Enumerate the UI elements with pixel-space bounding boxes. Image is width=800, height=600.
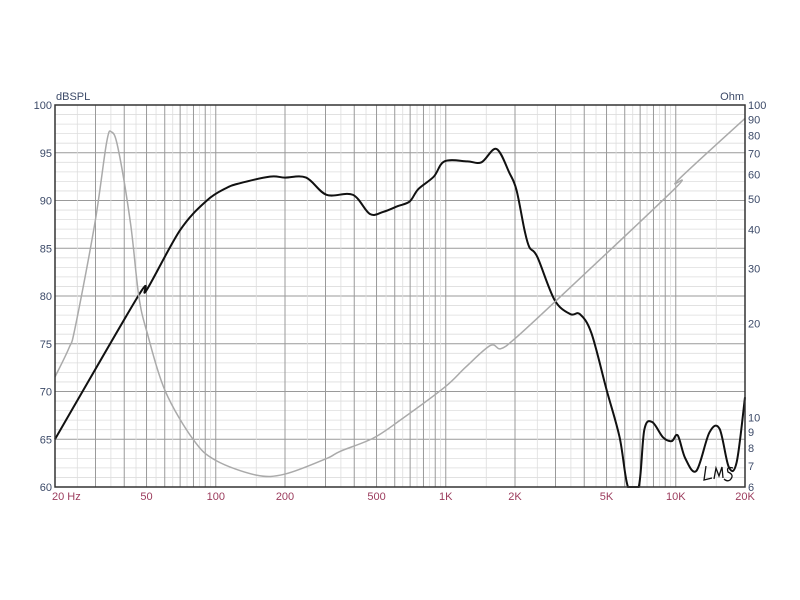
tick-labels: 100 95 90 85 80 75 70 65 60 100 90 80 70 60 50 40 30 20 10… <box>34 100 767 503</box>
y-left-tick-label: 85 <box>40 243 52 255</box>
y-right-tick-label: 8 <box>748 443 754 455</box>
y-left-tick-label: 65 <box>40 434 52 446</box>
x-tick-label: 1K <box>439 491 453 503</box>
y-right-tick-label: 70 <box>748 148 760 160</box>
y-left-tick-label: 70 <box>40 387 52 399</box>
y-right-tick-label: 80 <box>748 130 760 142</box>
y-right-tick-label: 20 <box>748 319 760 331</box>
y-right-tick-label: 40 <box>748 224 760 236</box>
x-tick-label: 500 <box>367 491 385 503</box>
grid <box>54 104 746 488</box>
series-layer <box>54 117 746 489</box>
y-right-tick-label: 60 <box>748 169 760 181</box>
x-tick-label: 2K <box>508 491 522 503</box>
x-tick-label: 5K <box>600 491 614 503</box>
y-right-tick-label: 30 <box>748 263 760 275</box>
x-tick-label: 100 <box>207 491 225 503</box>
x-tick-label: 200 <box>276 491 294 503</box>
y-right-tick-label: 100 <box>748 100 766 112</box>
y-right-axis-label: Ohm <box>720 91 744 103</box>
spl-curve <box>54 147 746 489</box>
y-right-tick-label: 10 <box>748 413 760 425</box>
signature-lms <box>703 465 734 482</box>
y-right-tick-label: 90 <box>748 114 760 126</box>
y-right-tick-label: 50 <box>748 194 760 206</box>
y-right-tick-label: 6 <box>748 482 754 494</box>
x-tick-label: 50 <box>140 491 152 503</box>
x-tick-label: 20K <box>735 491 755 503</box>
x-tick-label: 20 Hz <box>52 491 81 503</box>
y-left-tick-label: 80 <box>40 291 52 303</box>
y-left-tick-label: 75 <box>40 339 52 351</box>
y-left-axis-label: dBSPL <box>56 91 90 103</box>
y-left-tick-label: 100 <box>34 100 52 112</box>
y-right-tick-label: 7 <box>748 461 754 473</box>
y-right-tick-label: 9 <box>748 427 754 439</box>
y-left-tick-label: 90 <box>40 196 52 208</box>
plot-frame <box>54 104 746 488</box>
y-left-tick-label: 60 <box>40 482 52 494</box>
y-left-tick-label: 95 <box>40 148 52 160</box>
impedance-curve <box>54 117 746 478</box>
x-tick-label: 10K <box>666 491 686 503</box>
